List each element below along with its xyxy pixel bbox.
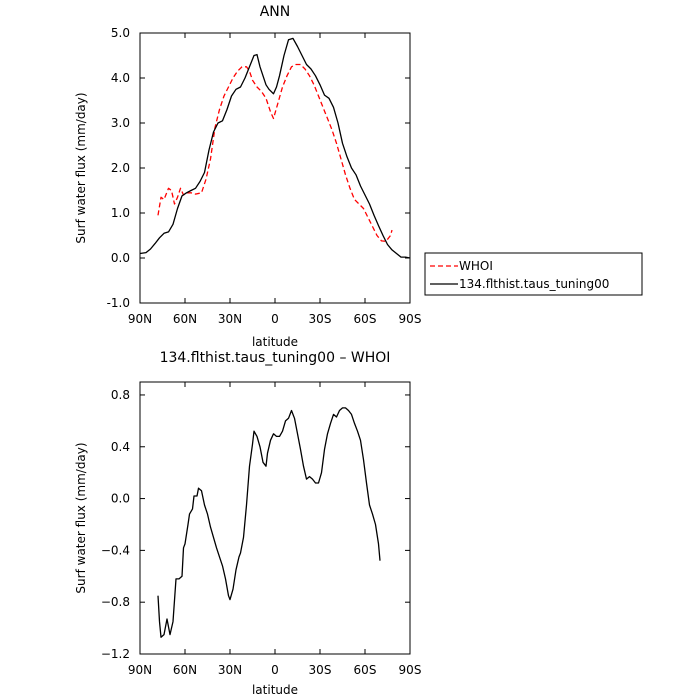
top-y-tick-label: 0.0	[111, 251, 130, 265]
top-x-tick-label: 30N	[218, 312, 242, 326]
bottom-x-axis-label: latitude	[252, 683, 298, 697]
bottom-y-tick-label: −1.2	[101, 647, 130, 661]
top-plot-frame	[139, 32, 411, 304]
top-y-tick-label: 3.0	[111, 116, 130, 130]
bottom-x-axis: 90N 60N 30N 0 30S 60S 90S	[128, 382, 422, 677]
bottom-y-tick-label: 0.0	[111, 492, 130, 506]
top-x-tick-label: 60S	[354, 312, 377, 326]
top-chart-title: ANN	[260, 4, 291, 20]
bottom-y-tick-label: −0.4	[101, 543, 130, 557]
top-y-axis-label: Surf water flux (mm/day)	[74, 92, 88, 243]
top-y-axis: -1.0 0.0 1.0 2.0 3.0 4.0 5.0	[107, 26, 410, 310]
bottom-x-tick-label: 30S	[309, 663, 332, 677]
top-x-axis: 90N 60N 30N 0 30S 60S 90S	[128, 33, 422, 326]
top-x-tick-label: 60N	[173, 312, 197, 326]
top-y-tick-label: 1.0	[111, 206, 130, 220]
bottom-y-tick-label: 0.4	[111, 440, 130, 454]
top-x-tick-label: 0	[271, 312, 279, 326]
bottom-x-tick-label: 90N	[128, 663, 152, 677]
top-series-line-1	[139, 37, 411, 259]
bottom-y-tick-label: 0.8	[111, 388, 130, 402]
bottom-chart-title: 134.flthist.taus_tuning00 – WHOI	[160, 350, 391, 366]
top-x-tick-label: 30S	[309, 312, 332, 326]
legend: WHOI 134.flthist.taus_tuning00	[424, 252, 643, 296]
bottom-x-tick-label: 90S	[399, 663, 422, 677]
bottom-series-line-0	[157, 407, 381, 638]
legend-label-whoi: WHOI	[459, 259, 493, 273]
top-panel: ANN -1.0 0.0 1.0 2.0 3.0 4.0 5.0 90N 60N 30N 0 30S…	[74, 4, 421, 349]
bottom-series-group	[157, 407, 381, 638]
bottom-x-tick-label: 0	[271, 663, 279, 677]
bottom-y-axis: −1.2 −0.8 −0.4 0.0 0.4 0.8	[101, 388, 410, 661]
top-y-tick-label: 5.0	[111, 26, 130, 40]
top-y-tick-label: 2.0	[111, 161, 130, 175]
top-series-group	[139, 37, 411, 259]
bottom-x-tick-label: 30N	[218, 663, 242, 677]
legend-box	[424, 252, 643, 296]
bottom-x-tick-label: 60S	[354, 663, 377, 677]
top-y-tick-label: -1.0	[107, 296, 130, 310]
top-series-line-0	[157, 63, 393, 242]
bottom-y-axis-label: Surf water flux (mm/day)	[74, 442, 88, 593]
bottom-x-tick-label: 60N	[173, 663, 197, 677]
bottom-plot-frame	[139, 381, 411, 655]
legend-label-model: 134.flthist.taus_tuning00	[459, 277, 609, 291]
top-x-tick-label: 90N	[128, 312, 152, 326]
top-x-tick-label: 90S	[399, 312, 422, 326]
bottom-y-tick-label: −0.8	[101, 595, 130, 609]
top-x-axis-label: latitude	[252, 335, 298, 349]
top-y-tick-label: 4.0	[111, 71, 130, 85]
bottom-panel: 134.flthist.taus_tuning00 – WHOI −1.2 −0.…	[74, 350, 421, 697]
